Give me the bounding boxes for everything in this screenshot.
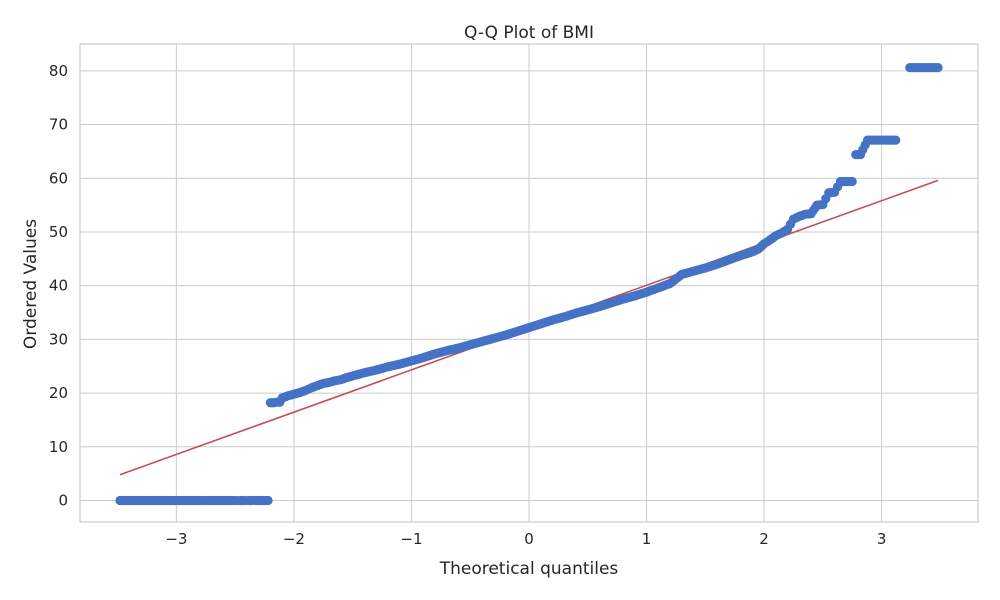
y-tick-label: 60 bbox=[49, 169, 68, 187]
y-tick-label: 50 bbox=[49, 223, 68, 241]
x-tick-label: 3 bbox=[877, 530, 887, 548]
data-point bbox=[933, 63, 943, 73]
x-tick-labels: −3 −2 −1 0 1 2 3 bbox=[165, 530, 886, 548]
y-axis-label: Ordered Values bbox=[21, 219, 41, 349]
y-tick-label: 0 bbox=[58, 492, 68, 510]
x-tick-label: −2 bbox=[283, 530, 305, 548]
data-point bbox=[847, 176, 857, 187]
y-tick-label: 70 bbox=[49, 116, 68, 134]
x-tick-label: 0 bbox=[524, 530, 534, 548]
x-tick-label: 2 bbox=[759, 530, 769, 548]
y-tick-label: 20 bbox=[49, 384, 68, 402]
x-tick-label: −3 bbox=[165, 530, 187, 548]
y-tick-label: 40 bbox=[49, 277, 68, 295]
data-points bbox=[115, 63, 943, 506]
grid-lines bbox=[80, 44, 978, 522]
y-tick-labels: 0 10 20 30 40 50 60 70 80 bbox=[49, 62, 68, 510]
y-tick-label: 30 bbox=[49, 330, 68, 348]
chart-title: Q-Q Plot of BMI bbox=[464, 23, 594, 43]
x-tick-label: −1 bbox=[400, 530, 422, 548]
y-tick-label: 10 bbox=[49, 438, 68, 456]
y-tick-label: 80 bbox=[49, 62, 68, 80]
plot-frame bbox=[79, 43, 979, 523]
data-point bbox=[263, 495, 273, 506]
x-axis-label: Theoretical quantiles bbox=[439, 559, 619, 579]
x-tick-label: 1 bbox=[642, 530, 652, 548]
data-point bbox=[891, 135, 901, 145]
